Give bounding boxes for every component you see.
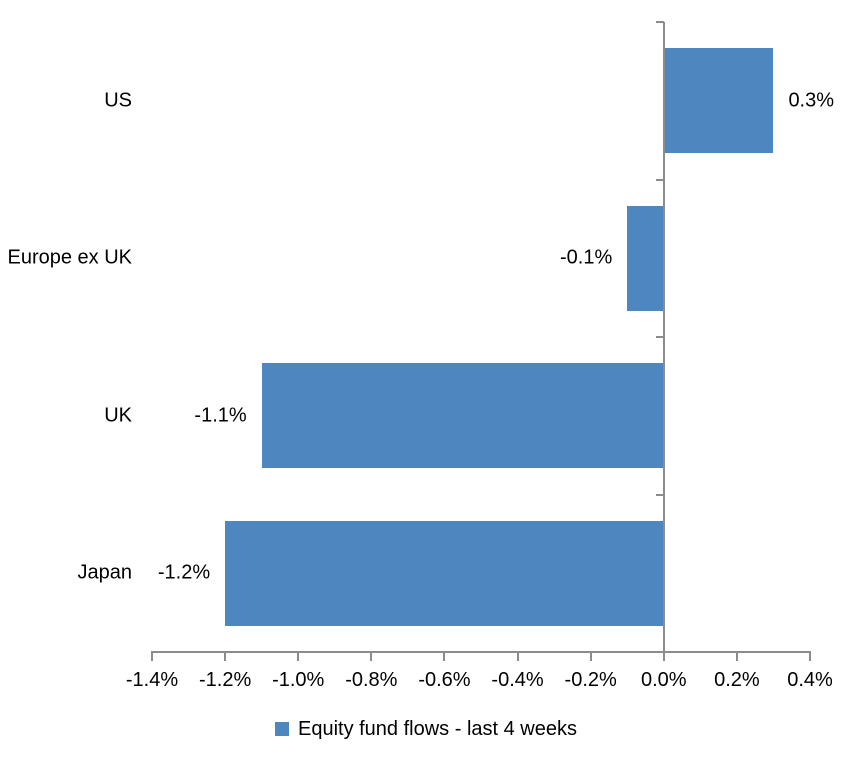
x-tick-label: -0.2% — [564, 669, 617, 691]
category-label: Europe ex UK — [7, 246, 132, 269]
x-tick-label: -1.4% — [125, 669, 179, 691]
legend: Equity fund flows - last 4 weeks — [0, 712, 852, 746]
y-axis-tick — [655, 493, 664, 496]
x-axis-tick — [224, 653, 227, 661]
data-label: -0.1% — [559, 246, 613, 269]
bar-europe-ex-uk — [627, 205, 664, 311]
y-axis-line — [662, 22, 665, 652]
x-tick-label: -0.8% — [345, 669, 398, 691]
data-label: -1.2% — [157, 561, 211, 584]
x-axis-tick — [589, 653, 592, 661]
legend-series-marker-icon — [274, 722, 289, 736]
category-label: Japan — [77, 561, 133, 584]
data-label: 0.3% — [788, 89, 835, 112]
bar-uk — [261, 363, 664, 469]
x-axis-tick — [516, 653, 519, 661]
x-axis-tick — [151, 653, 153, 661]
x-tick-label: -1.0% — [272, 669, 325, 691]
x-axis-tick — [735, 653, 738, 661]
x-axis-tick — [297, 653, 300, 661]
x-axis-tick — [443, 653, 446, 661]
x-axis-tick — [370, 653, 373, 661]
x-tick-label: 0.2% — [714, 669, 760, 691]
x-axis-tick — [809, 653, 811, 661]
x-tick-label: -1.2% — [198, 669, 252, 691]
category-label: US — [104, 89, 132, 112]
bar-japan — [225, 520, 664, 626]
y-axis-tick — [655, 21, 664, 23]
legend-series-label: Equity fund flows - last 4 weeks — [297, 717, 577, 740]
x-tick-label: 0.0% — [640, 669, 687, 691]
data-label: -1.1% — [194, 404, 247, 427]
x-tick-label: 0.4% — [787, 669, 833, 691]
y-axis-tick — [655, 336, 664, 338]
x-tick-label: -0.4% — [491, 669, 544, 691]
y-axis-tick — [655, 178, 664, 181]
x-axis-line — [151, 651, 811, 653]
category-label: UK — [104, 404, 132, 427]
x-tick-label: -0.6% — [418, 669, 471, 691]
bar-us — [663, 48, 774, 154]
x-axis-tick — [662, 653, 665, 661]
